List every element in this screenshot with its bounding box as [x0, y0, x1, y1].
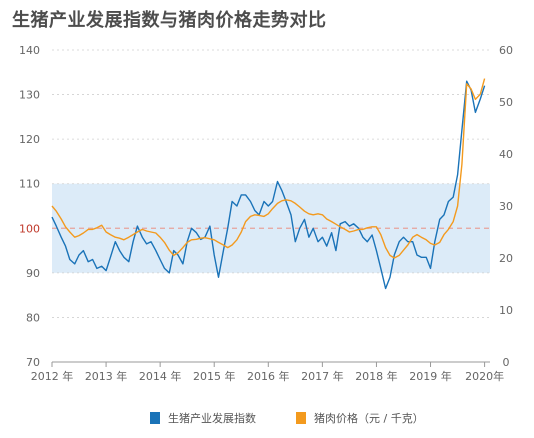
x-tick-label: 2019 年 [409, 369, 452, 383]
x-tick-label: 2013 年 [85, 369, 128, 383]
right-tick-label: 20 [499, 252, 513, 265]
left-tick-label: 140 [19, 44, 40, 57]
right-tick-label: 10 [499, 304, 513, 317]
series-lines [51, 78, 486, 290]
legend-label-index: 生猪产业发展指数 [168, 412, 256, 425]
x-tick-label: 2016 年 [247, 369, 290, 383]
left-tick-label: 80 [26, 311, 40, 324]
left-tick-label: 130 [19, 89, 40, 102]
right-tick-label: 0 [503, 356, 510, 369]
price-series-line [51, 78, 486, 259]
legend: 生猪产业发展指数 猪肉价格（元 / 千克） [150, 410, 424, 426]
x-tick-label: 2014 年 [139, 369, 182, 383]
x-tick-label: 2017 年 [301, 369, 344, 383]
legend-item-index: 生猪产业发展指数 [150, 410, 256, 426]
right-tick-label: 50 [499, 96, 513, 109]
legend-item-price: 猪肉价格（元 / 千克） [296, 410, 424, 426]
legend-label-price: 猪肉价格（元 / 千克） [314, 412, 424, 425]
left-tick-label: 70 [26, 356, 40, 369]
index-series-line [51, 80, 486, 290]
left-tick-label: 100 [19, 222, 40, 235]
legend-swatch-index [150, 412, 160, 424]
right-axis: 60 50 40 30 20 10 0 [499, 44, 513, 369]
x-tick-label: 2012 年 [31, 369, 74, 383]
left-tick-label: 110 [19, 178, 40, 191]
left-tick-label: 120 [19, 133, 40, 146]
x-tick-label: 2015 年 [193, 369, 236, 383]
x-tick-label: 2020年 [465, 369, 504, 383]
left-axis: 140 130 120 110 100 90 80 70 [19, 44, 40, 369]
right-tick-label: 60 [499, 44, 513, 57]
x-tick-label: 2018 年 [355, 369, 398, 383]
right-tick-label: 40 [499, 148, 513, 161]
left-tick-label: 90 [26, 267, 40, 280]
right-tick-label: 30 [499, 200, 513, 213]
x-axis: 2012 年 2013 年 2014 年 2015 年 2016 年 2017 年 2018… [31, 361, 504, 383]
legend-swatch-price [296, 412, 306, 424]
chart-title: 生猪产业发展指数与猪肉价格走势对比 [12, 10, 327, 31]
